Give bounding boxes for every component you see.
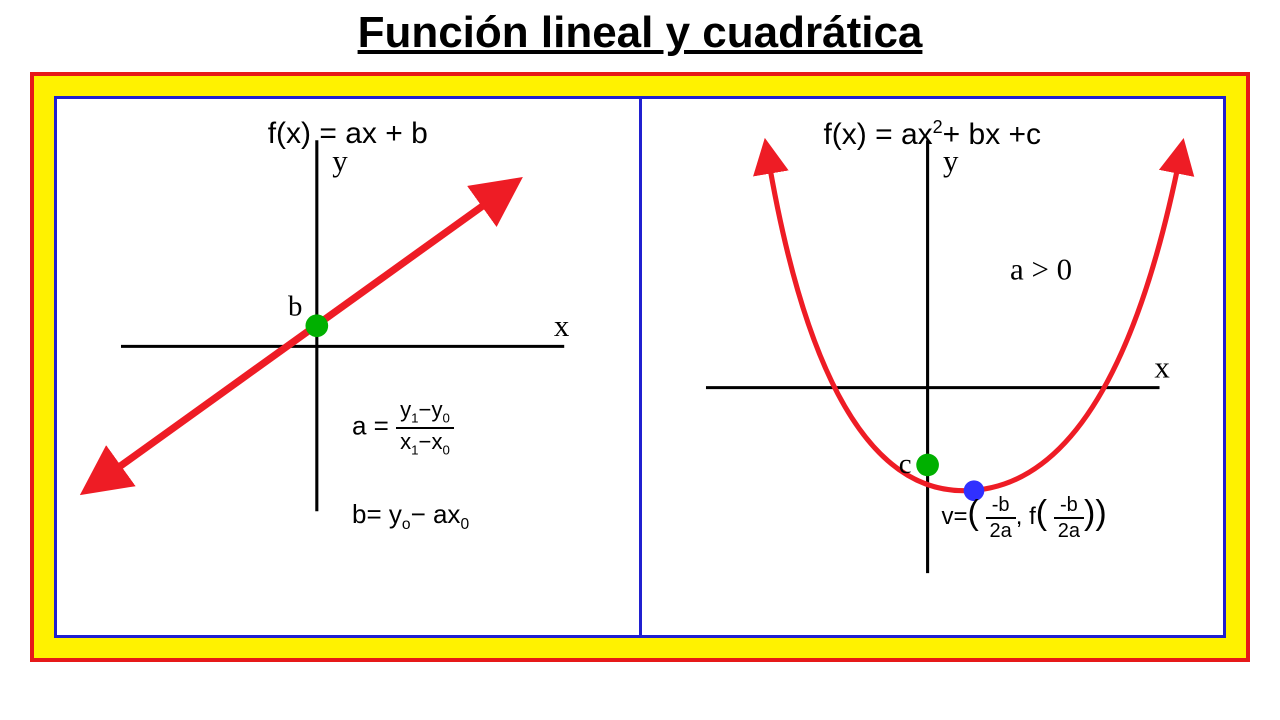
panels-row: f(x) = ax + b y x [54, 96, 1226, 638]
linear-equation: f(x) = ax + b [57, 117, 639, 151]
c-label: c [898, 448, 911, 480]
linear-graph: y x b [57, 99, 639, 635]
vertex-formula: v=( -b 2a , f( -b 2a )) [942, 494, 1107, 541]
quadratic-equation: f(x) = ax2+ bx +c [642, 117, 1224, 152]
x-axis-label: x [554, 308, 570, 343]
panel-linear: f(x) = ax + b y x [54, 96, 642, 638]
b-intercept-point [305, 314, 328, 337]
outer-frame: f(x) = ax + b y x [30, 72, 1250, 662]
a-positive-condition: a > 0 [1010, 251, 1072, 286]
page-title: Función lineal y cuadrática [30, 8, 1250, 58]
b-formula: b= yo− ax0 [352, 499, 469, 534]
c-intercept-point [916, 454, 939, 477]
parabola-curve [767, 156, 1179, 491]
panel-quadratic: f(x) = ax2+ bx +c y x a > 0 [642, 96, 1227, 638]
b-label: b [288, 290, 302, 322]
slope-fraction: y1−y0 x1−x0 [396, 399, 454, 456]
quadratic-graph: y x a > 0 c [642, 99, 1224, 635]
slope-a-eq: a = [352, 411, 389, 441]
slope-formula: a = y1−y0 x1−x0 [352, 399, 454, 456]
x-axis-label: x [1154, 349, 1170, 384]
